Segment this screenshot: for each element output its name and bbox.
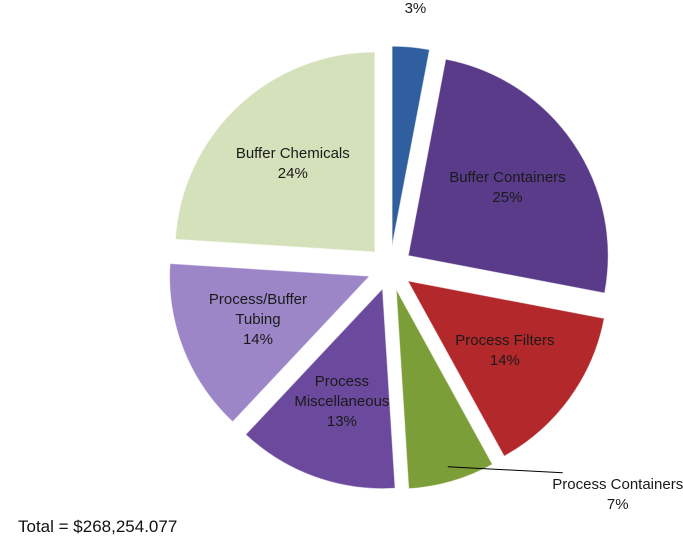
label-box: Process Containers 7% [548, 463, 683, 527]
slice-name: Buffer Containers [449, 169, 566, 187]
slice-value: 13% [326, 412, 357, 430]
pie-slice [406, 280, 605, 457]
pie-slice [244, 287, 396, 490]
label-box: Process/Buffer Tubing 14% [188, 288, 328, 352]
label-box: Buffer Containers 25% [437, 156, 577, 220]
total-annotation: Total = $268,254.077 [18, 517, 177, 536]
slice-name: Process Containers [552, 475, 683, 493]
slice-value: 3% [404, 0, 427, 18]
slice-label: Process Containers 7% [548, 463, 683, 527]
slice-name: Process Miscellaneous [294, 372, 390, 410]
slice-label: Buffer Chemicals 24% [223, 132, 363, 196]
slice-value: 25% [492, 189, 523, 207]
slice-label: Process Filters 14% [435, 319, 575, 383]
slice-label: Buffer Filters3% [345, 0, 485, 31]
slice-name: Process/Buffer Tubing [208, 291, 308, 329]
pie-slice [391, 45, 431, 247]
slice-label: Buffer Containers 25% [437, 156, 577, 220]
slice-value: 24% [277, 165, 308, 183]
slice-label: Process/Buffer Tubing 14% [188, 288, 328, 352]
pie-slice [395, 288, 494, 490]
label-box: Buffer Filters3% [345, 0, 485, 31]
pie-slice [407, 58, 609, 294]
pie-slice [174, 51, 376, 253]
slice-value: 14% [489, 352, 520, 370]
leader-line [447, 466, 563, 474]
slice-name: Buffer Chemicals [235, 145, 350, 163]
label-box: Process Miscellaneous 13% [272, 370, 412, 434]
label-box: Process Filters 14% [435, 319, 575, 383]
slice-value: 14% [242, 331, 273, 349]
pie-slice [169, 263, 371, 423]
slice-name: Process Filters [455, 332, 555, 350]
slice-value: 7% [606, 495, 629, 513]
label-box: Buffer Chemicals 24% [223, 132, 363, 196]
slice-label: Process Miscellaneous 13% [272, 370, 412, 434]
